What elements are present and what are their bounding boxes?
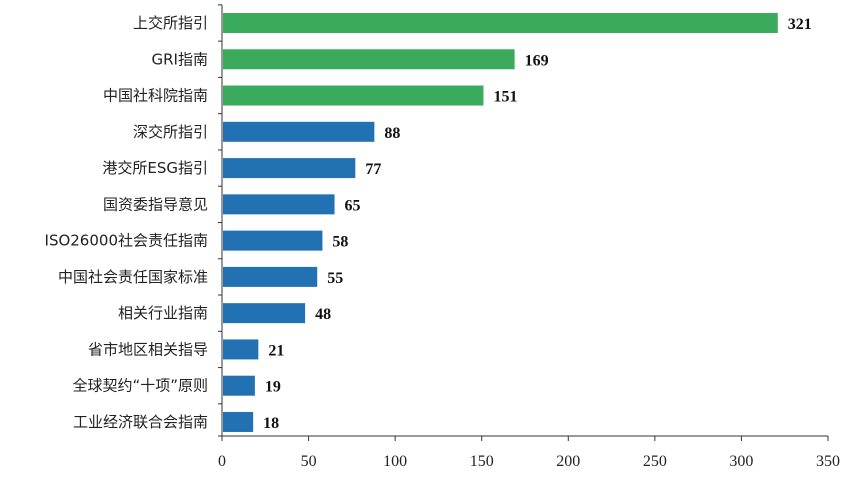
- value-label: 21: [268, 342, 284, 359]
- bar: [223, 13, 778, 33]
- bar: [223, 85, 484, 106]
- value-label: 58: [332, 234, 348, 251]
- value-label: 169: [525, 52, 549, 69]
- bars-group: [223, 13, 778, 432]
- category-label: 全球契约“十项”原则: [72, 377, 208, 395]
- bar: [223, 375, 255, 396]
- x-tick-label: 150: [470, 453, 494, 470]
- value-label: 55: [327, 270, 343, 287]
- x-tick-label: 100: [383, 453, 407, 470]
- category-label: 上交所指引: [133, 14, 208, 32]
- bar: [223, 158, 356, 179]
- bar: [223, 49, 515, 70]
- value-label: 321: [788, 16, 812, 33]
- bar: [223, 411, 254, 432]
- x-tick-label: 300: [729, 453, 753, 470]
- x-tick-label: 250: [643, 453, 667, 470]
- x-tick-label: 50: [301, 453, 317, 470]
- value-label: 48: [315, 306, 331, 323]
- category-label: ISO26000社会责任指南: [45, 232, 208, 250]
- category-label: GRI指南: [152, 50, 208, 68]
- bar: [223, 266, 318, 287]
- category-label: 国资委指导意见: [103, 195, 208, 213]
- bar: [223, 194, 335, 215]
- value-label: 18: [263, 415, 279, 432]
- category-label: 中国社科院指南: [103, 87, 208, 105]
- bar: [223, 303, 306, 324]
- value-label: 65: [345, 197, 361, 214]
- category-label: 工业经济联合会指南: [73, 413, 208, 431]
- bar: [223, 230, 323, 251]
- value-label: 77: [365, 161, 381, 178]
- value-label: 88: [384, 125, 400, 142]
- value-labels-group: 321 169 151 88 77 65 58 55 48 21 19 18: [263, 16, 812, 432]
- category-label: 港交所ESG指引: [102, 159, 208, 177]
- category-label: 省市地区相关指导: [88, 340, 208, 358]
- bar: [223, 121, 375, 142]
- x-axis-ticks: 0 50 100 150 200 250 300 350: [218, 4, 840, 470]
- value-label: 19: [265, 379, 281, 396]
- x-tick-label: 0: [218, 453, 226, 470]
- x-tick-label: 200: [556, 453, 580, 470]
- bar: [223, 339, 259, 360]
- x-tick-label: 350: [816, 453, 840, 470]
- category-label: 中国社会责任国家标准: [58, 268, 208, 286]
- value-label: 151: [493, 89, 517, 106]
- category-label: 深交所指引: [133, 123, 208, 141]
- category-label: 相关行业指南: [118, 304, 208, 322]
